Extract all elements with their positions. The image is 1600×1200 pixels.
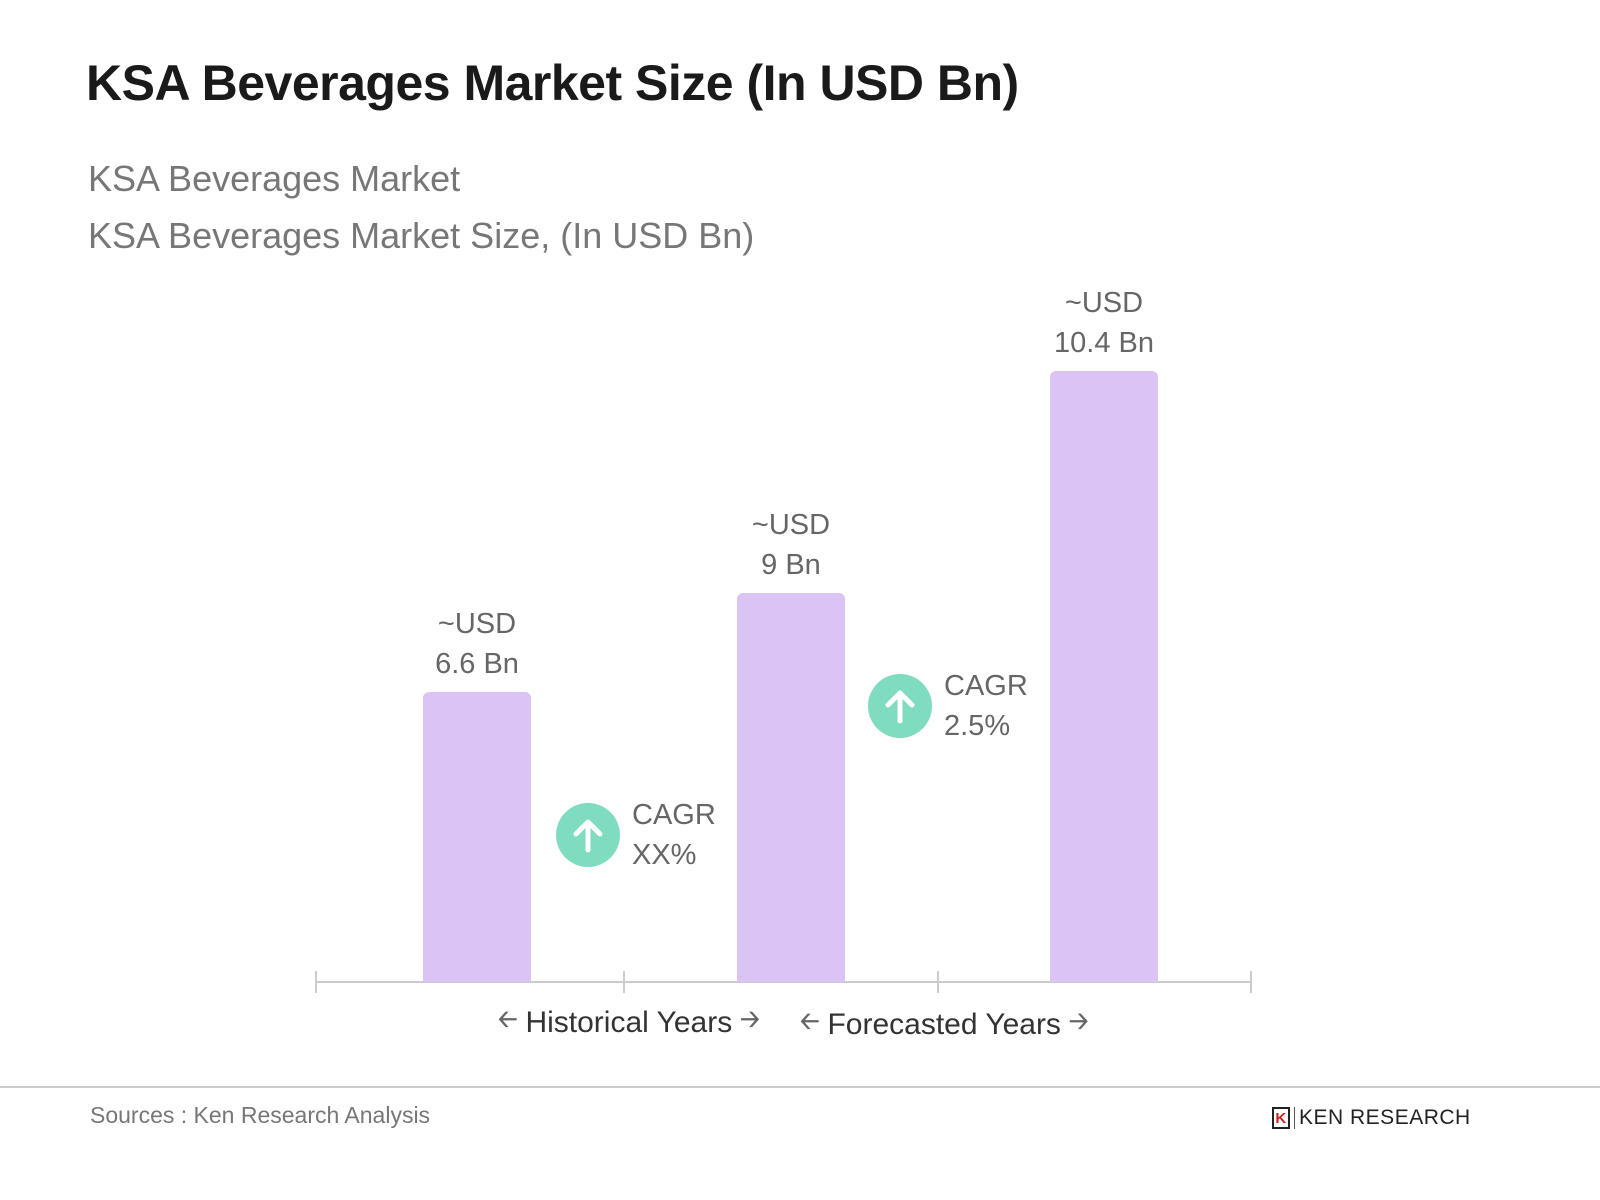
arrow-right-icon: 🡢 <box>740 1006 760 1033</box>
x-axis <box>316 981 1252 983</box>
logo-mark-icon: K <box>1272 1107 1290 1129</box>
axis-tick <box>937 971 939 993</box>
arrow-up-icon <box>868 674 932 738</box>
cagr-annotation: CAGR XX% <box>556 795 716 875</box>
data-label-prefix: ~USD <box>437 608 517 640</box>
axis-tick <box>623 971 625 993</box>
data-label-value: 10.4 Bn <box>1054 327 1154 359</box>
arrow-left-icon: 🡠 <box>498 1006 518 1033</box>
cagr-value: 2.5% <box>944 710 1011 742</box>
cagr-label: CAGR <box>632 799 716 831</box>
data-label-value: 6.6 Bn <box>435 648 519 680</box>
cagr-annotation: CAGR 2.5% <box>868 666 1028 746</box>
data-label-prefix: ~USD <box>1064 287 1144 319</box>
data-label: ~USD 10.4 Bn <box>1004 283 1204 363</box>
footer-divider <box>0 1086 1600 1088</box>
forecasted-years-label: 🡠 Forecasted Years 🡢 <box>800 1004 1088 1045</box>
chart-title: KSA Beverages Market Size (In USD Bn) <box>86 55 1019 111</box>
bar-2 <box>737 593 845 982</box>
historical-years-label: 🡠 Historical Years 🡢 <box>498 1002 760 1043</box>
period-text: Historical Years <box>525 1005 733 1039</box>
bar-3 <box>1050 371 1158 982</box>
axis-tick <box>315 971 317 993</box>
axis-tick <box>1250 971 1252 993</box>
source-note: Sources : Ken Research Analysis <box>90 1102 431 1128</box>
data-label: ~USD 6.6 Bn <box>377 604 577 684</box>
period-text: Forecasted Years <box>827 1007 1061 1041</box>
arrow-up-icon <box>556 803 620 867</box>
data-label-value: 9 Bn <box>761 549 821 581</box>
arrow-right-icon: 🡢 <box>1068 1008 1089 1035</box>
chart-subtitle: KSA Beverages Market <box>88 158 461 199</box>
cagr-value: XX% <box>632 839 697 871</box>
logo-text: KEN RESEARCH <box>1299 1106 1471 1129</box>
arrow-left-icon: 🡠 <box>800 1008 820 1035</box>
data-label-prefix: ~USD <box>751 509 831 541</box>
cagr-label: CAGR <box>944 670 1028 702</box>
bar-1 <box>423 692 531 982</box>
chart-subtitle-2: KSA Beverages Market Size, (In USD Bn) <box>88 215 755 256</box>
data-label: ~USD 9 Bn <box>691 505 891 585</box>
ken-research-logo: K KEN RESEARCH <box>1272 1106 1471 1130</box>
